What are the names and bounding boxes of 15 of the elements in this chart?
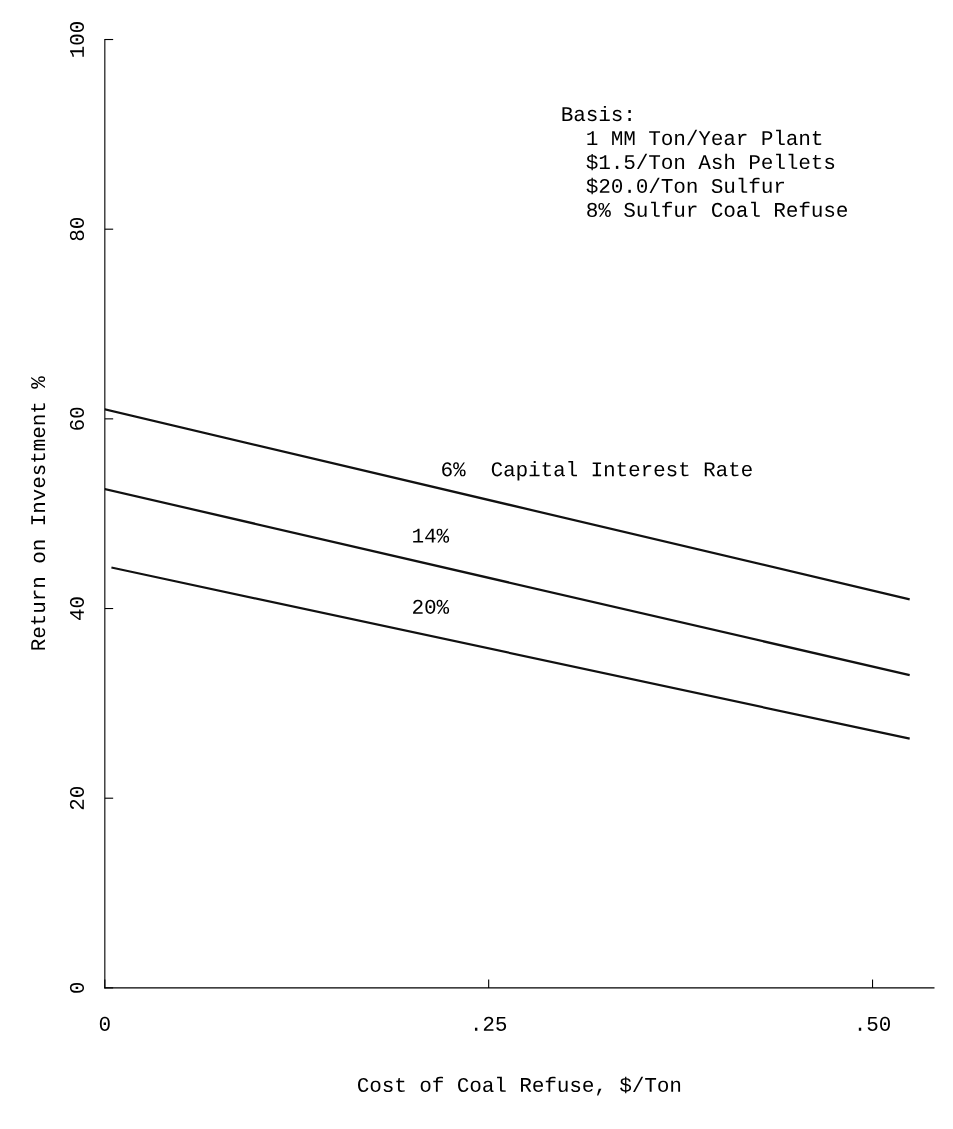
annotation: 14% (413, 528, 450, 543)
annotation: 6% Capital Interest Rate (442, 461, 752, 481)
y-tick-label: 20 (69, 786, 85, 810)
annotation: Basis: 1 MM Ton/Year Plant $1.5/Ton Ash Pellets $20.0/Ton Sulfur 8% Sulfur Coal Refuse (562, 105, 848, 217)
y-axis-title: Return on Investment % (31, 376, 46, 650)
x-tick-label: .25 (474, 1016, 507, 1031)
annotation: 20% (413, 599, 450, 614)
x-tick-label: 0 (99, 1016, 110, 1031)
y-tick-label: 60 (69, 407, 85, 430)
y-tick-label: 40 (69, 597, 85, 620)
x-tick-label: .50 (858, 1016, 890, 1031)
y-tick-label: 0 (69, 982, 85, 993)
y-tick-label: 100 (69, 22, 85, 57)
y-tick-label: 80 (69, 217, 85, 241)
x-axis-title: Cost of Coal Refuse, $/Ton (357, 1076, 681, 1096)
